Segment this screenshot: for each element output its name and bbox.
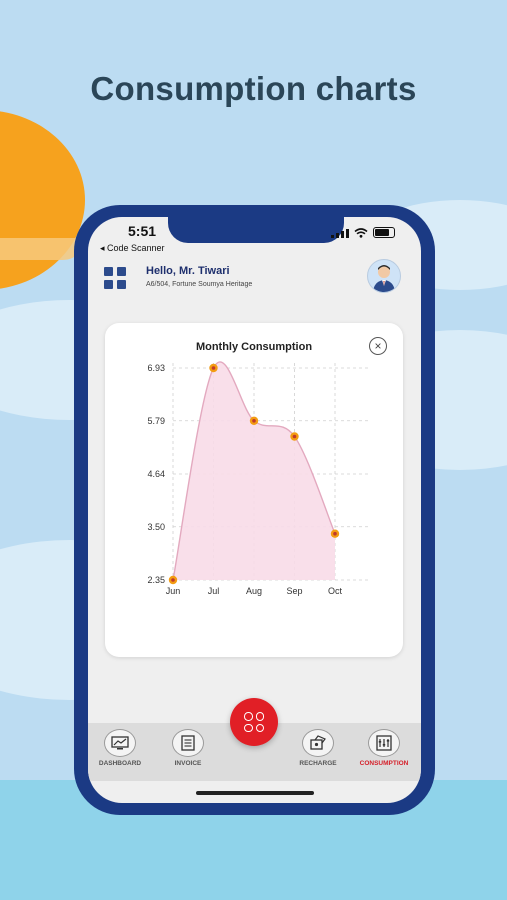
consumption-icon bbox=[376, 735, 392, 751]
data-point-center bbox=[171, 578, 175, 582]
data-point-center bbox=[211, 366, 216, 370]
recharge-icon bbox=[310, 735, 326, 750]
nav-invoice[interactable]: INVOICE bbox=[158, 729, 218, 767]
sun-decoration bbox=[0, 110, 85, 290]
x-tick-label: Sep bbox=[286, 586, 302, 596]
phone-notch bbox=[168, 217, 344, 243]
wifi-icon bbox=[354, 227, 368, 238]
x-tick-label: Jul bbox=[208, 586, 220, 596]
user-avatar-icon bbox=[373, 265, 395, 292]
nav-dashboard[interactable]: DASHBOARD bbox=[90, 729, 150, 767]
chart-card: Monthly Consumption × 6.93 5.79 4.64 3.50 2.… bbox=[105, 323, 403, 657]
user-address: A6/504, Fortune Soumya Heritage bbox=[146, 281, 253, 288]
home-indicator bbox=[196, 791, 314, 795]
y-tick-label: 3.50 bbox=[147, 522, 165, 532]
phone-screen: 5:51 ◂ Code Scanner Hello, Mr. Tiwari A6… bbox=[88, 217, 421, 803]
series-line bbox=[172, 361, 336, 581]
nav-label: INVOICE bbox=[174, 760, 202, 767]
x-tick-label: Aug bbox=[246, 586, 262, 596]
data-point-center bbox=[252, 418, 256, 423]
chart-title: Monthly Consumption bbox=[195, 341, 313, 353]
nav-consumption[interactable]: CONSUMPTION bbox=[354, 729, 414, 767]
data-point-center bbox=[333, 531, 337, 536]
y-tick-label: 5.79 bbox=[147, 416, 165, 426]
signal-icon bbox=[331, 228, 349, 238]
page-headline: Consumption charts bbox=[90, 70, 417, 107]
nav-recharge[interactable]: RECHARGE bbox=[288, 729, 348, 767]
x-tick-label: Oct bbox=[328, 586, 343, 596]
status-icons bbox=[331, 227, 395, 238]
avatar[interactable] bbox=[367, 259, 401, 293]
invoice-icon bbox=[181, 735, 195, 751]
phone-frame: 5:51 ◂ Code Scanner Hello, Mr. Tiwari A6… bbox=[74, 205, 435, 815]
y-tick-label: 4.64 bbox=[147, 469, 165, 479]
status-time: 5:51 bbox=[128, 223, 157, 239]
x-tick-label: Jun bbox=[166, 586, 181, 596]
grid-menu-icon bbox=[244, 712, 264, 732]
nav-label: RECHARGE bbox=[299, 760, 337, 767]
nav-label: DASHBOARD bbox=[98, 760, 142, 767]
data-point-center bbox=[292, 434, 297, 439]
y-tick-label: 6.93 bbox=[147, 363, 165, 373]
center-menu-button[interactable] bbox=[230, 698, 278, 746]
nav-label-active: CONSUMPTION bbox=[359, 760, 409, 767]
dashboard-icon bbox=[111, 736, 129, 750]
y-tick-label: 2.35 bbox=[147, 575, 165, 585]
back-to-code-scanner-link[interactable]: ◂ Code Scanner bbox=[100, 243, 165, 253]
menu-grid-icon[interactable] bbox=[104, 267, 126, 289]
close-chart-button[interactable]: × bbox=[369, 337, 387, 355]
area-fill bbox=[173, 361, 335, 580]
user-greeting: Hello, Mr. Tiwari bbox=[146, 265, 230, 277]
battery-icon bbox=[373, 227, 395, 238]
